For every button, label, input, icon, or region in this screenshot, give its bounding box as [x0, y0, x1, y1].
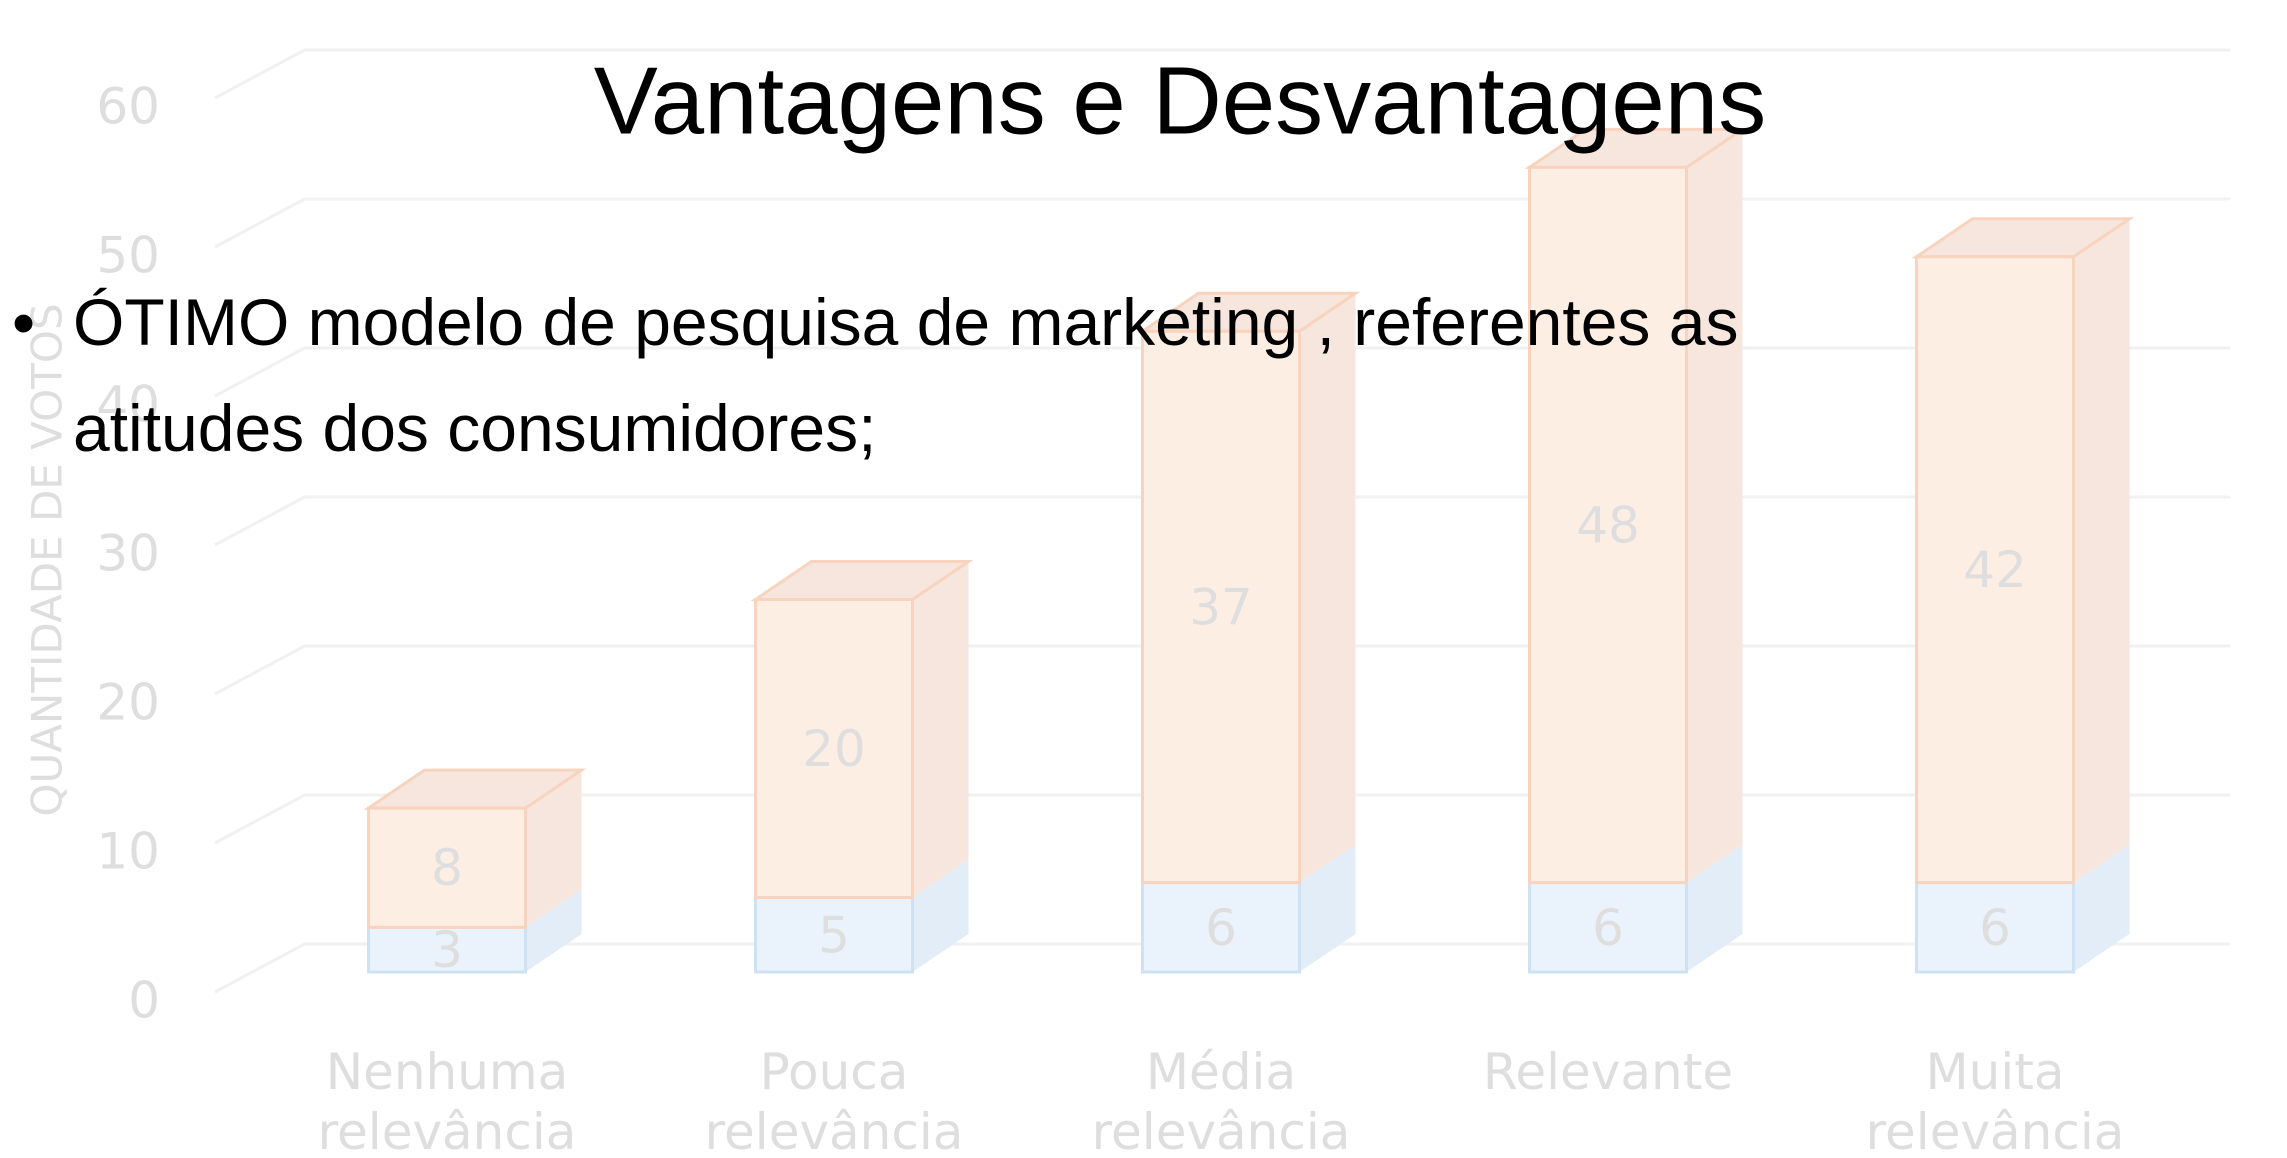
bar-segment [1528, 844, 1743, 974]
y-tick-label: 60 [96, 78, 160, 136]
value-label: 6 [1979, 899, 2011, 957]
value-label: 6 [1205, 899, 1237, 957]
bar-side [525, 889, 582, 972]
bar-segment [750, 560, 974, 899]
bar-front [1141, 329, 1301, 885]
bar-front [367, 806, 527, 929]
y-tick-label: 20 [96, 674, 160, 732]
bar-segment [1141, 844, 1356, 974]
bar-front [754, 896, 914, 974]
bar-front [1915, 255, 2075, 885]
chart: 0 10 20 30 40 50 60 QUANTIDADE DE VOTOS 3 8 Nenhum… [23, 48, 2230, 1158]
bullet-marker: • [12, 285, 35, 359]
x-tick-label: Muita relevância [1866, 1043, 2125, 1158]
y-tick-label: 50 [96, 227, 160, 285]
value-label: 37 [1189, 578, 1253, 636]
value-label: 3 [431, 921, 463, 979]
y-tick-label: 10 [96, 823, 160, 881]
bar-side [1299, 293, 1356, 883]
x-tick-label: Pouca relevância [705, 1043, 964, 1158]
bar-segment [1915, 844, 2130, 974]
slide-title: Vantagens e Desvantagens [594, 47, 1766, 154]
bar-front [1528, 881, 1688, 974]
y-tick-label: 40 [96, 376, 160, 434]
value-label: 20 [802, 720, 866, 778]
y-axis-title: QUANTIDADE DE VOTOS [23, 303, 72, 816]
bar-front [1528, 165, 1688, 885]
bar-side [2073, 218, 2130, 883]
value-label: 48 [1576, 497, 1640, 555]
grid-line [214, 48, 2230, 100]
bar-segment [1137, 291, 1361, 885]
grid-line [214, 197, 2230, 249]
bar-segment [1524, 127, 1748, 885]
bar-side [912, 561, 969, 898]
x-tick-label: Média relevância [1092, 1043, 1351, 1158]
bar-side [912, 859, 969, 972]
value-label: 5 [818, 906, 850, 964]
bullet-text: ÓTIMO modelo de pesquisa de marketing , … [73, 285, 1738, 465]
bar-front [754, 598, 914, 899]
y-tick-label: 0 [128, 972, 160, 1030]
x-tick-label: Relevante [1483, 1043, 1733, 1101]
x-tick-label: Nenhuma relevância [318, 1043, 577, 1158]
value-label: 8 [431, 839, 463, 897]
value-label: 42 [1963, 541, 2027, 599]
bar-front [1141, 881, 1301, 974]
value-label: 6 [1592, 899, 1624, 957]
bar-side [525, 770, 582, 928]
bar-side [2073, 844, 2130, 972]
bar-side [1299, 844, 1356, 972]
bar-segment [363, 768, 587, 929]
bar-front [1915, 881, 2075, 974]
bar-side [1686, 844, 1743, 972]
bar-segment [1911, 217, 2135, 885]
bar-segment [754, 859, 969, 974]
y-tick-label: 30 [96, 525, 160, 583]
bar-side [1686, 129, 1743, 883]
